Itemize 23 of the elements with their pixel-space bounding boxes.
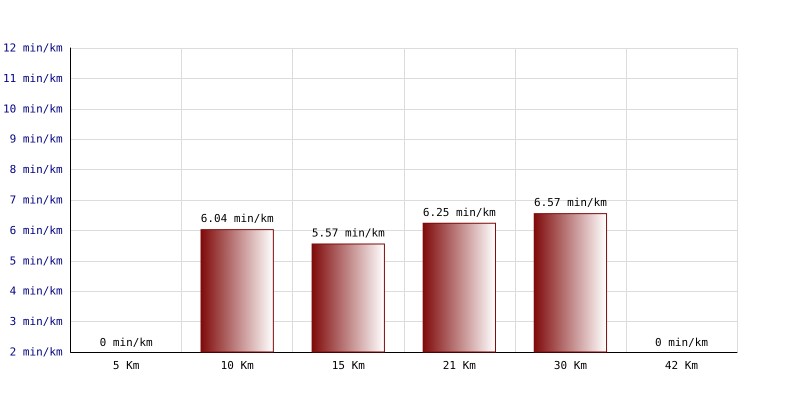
x-tick-label: 15 Km (332, 359, 366, 372)
y-tick-label: 5 min/km (10, 254, 63, 268)
y-tick-label: 6 min/km (10, 224, 63, 237)
y-tick-label: 3 min/km (10, 315, 63, 328)
y-tick-label: 10 min/km (2, 102, 63, 116)
y-tick-label: 8 min/km (10, 163, 63, 176)
y-tick-label: 4 min/km (10, 284, 63, 298)
text: 0 min/km (100, 336, 153, 349)
y-tick-label: 11 min/km (2, 72, 63, 85)
x-tick-label: 30 Km (554, 359, 588, 372)
y-tick-label: 9 min/km (10, 132, 63, 146)
x-tick-label: 21 Km (442, 359, 476, 372)
data-label: 6.04 min/km (200, 212, 274, 226)
y-tick-label: 12 min/km (2, 42, 63, 54)
x-tick-label: 42 Km (664, 359, 698, 372)
y-tick-label: 7 min/km (10, 194, 63, 206)
data-label: 5.57 min/km (312, 226, 386, 240)
x-tick-label: 10 Km (220, 359, 254, 372)
data-label: 6.57 min/km (534, 196, 608, 210)
x-tick-label: 5 Km (112, 359, 140, 372)
y-tick-label: 2 min/km (10, 346, 63, 358)
text: 0 min/km (654, 336, 708, 349)
data-label: 6.25 min/km (422, 206, 496, 219)
